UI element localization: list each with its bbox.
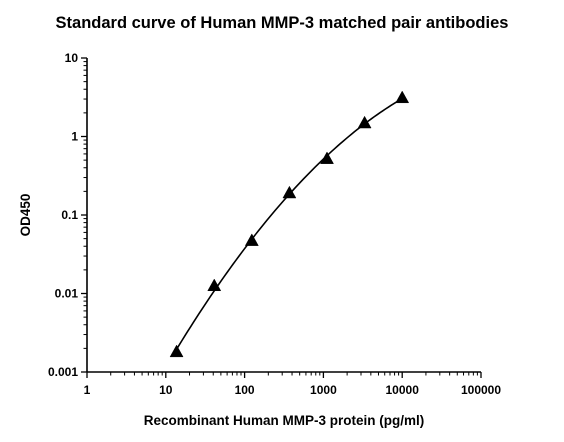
y-axis-ticks: 0.001 0.01 0.1 1 10 [48, 51, 87, 379]
data-point-triangle [282, 185, 297, 199]
fit-curve-layer [175, 97, 403, 350]
y-tick-label: 10 [65, 51, 79, 65]
y-tick-label: 0.1 [61, 208, 78, 222]
y-axis-title: OD450 [18, 194, 33, 237]
data-point-triangle [207, 278, 222, 292]
fit-curve [175, 97, 403, 350]
data-point-triangle [395, 90, 410, 104]
x-tick-label: 100000 [461, 383, 501, 397]
x-tick-label: 1 [84, 383, 91, 397]
x-tick-label: 1000 [310, 383, 337, 397]
y-tick-label: 1 [71, 130, 78, 144]
data-points [169, 90, 410, 358]
x-axis-title: Recombinant Human MMP-3 protein (pg/ml) [144, 413, 425, 428]
x-axis-ticks: 1 10 100 1000 10000 100000 [84, 372, 501, 397]
data-point-triangle [357, 115, 372, 129]
data-point-triangle [244, 233, 259, 246]
axes [86, 58, 481, 373]
chart-title: Standard curve of Human MMP-3 matched pa… [55, 14, 509, 32]
y-tick-label: 0.001 [48, 365, 78, 379]
x-tick-label: 10000 [386, 383, 420, 397]
data-point-triangle [320, 151, 334, 164]
x-tick-label: 10 [159, 383, 173, 397]
x-tick-label: 100 [235, 383, 255, 397]
y-tick-label: 0.01 [55, 287, 79, 301]
data-point-triangle [169, 344, 184, 358]
